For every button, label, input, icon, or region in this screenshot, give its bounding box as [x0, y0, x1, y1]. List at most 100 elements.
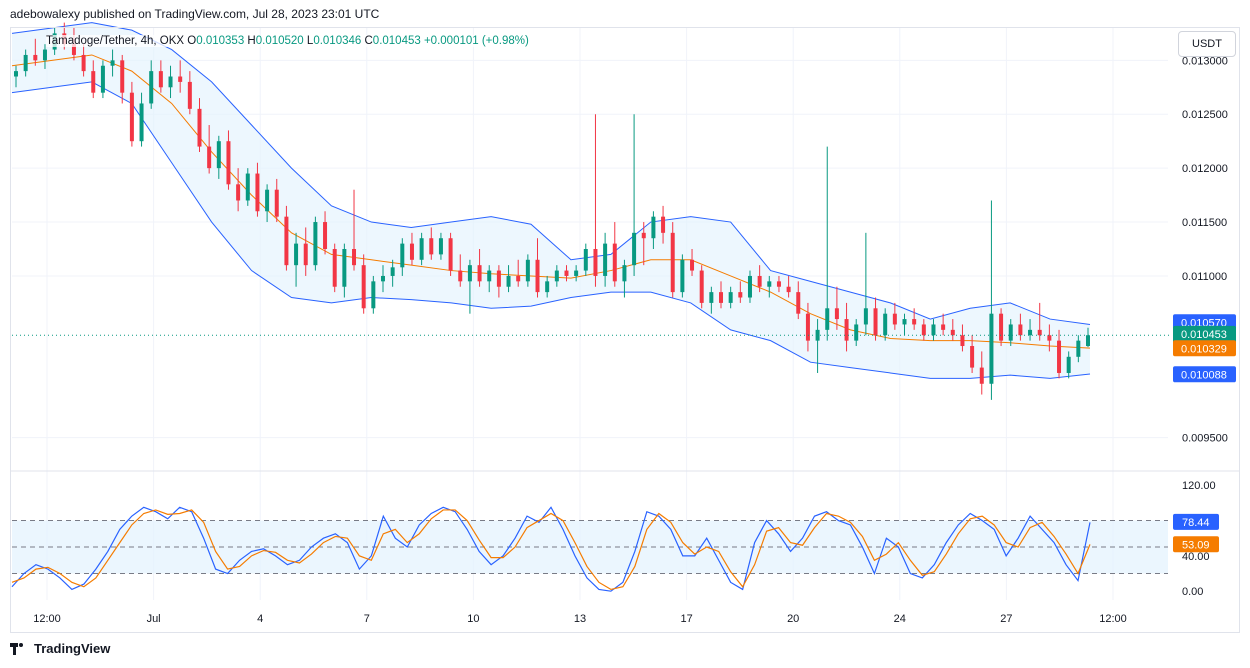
- candle[interactable]: [699, 265, 704, 309]
- candle[interactable]: [834, 286, 839, 330]
- candle[interactable]: [419, 232, 424, 266]
- candle[interactable]: [902, 313, 907, 336]
- candle[interactable]: [651, 211, 656, 249]
- candle[interactable]: [776, 275, 781, 293]
- stoch-axis[interactable]: 120.00 40.00 0.00 78.44 53.09: [1173, 480, 1219, 598]
- candle[interactable]: [622, 259, 627, 298]
- candle[interactable]: [226, 130, 231, 190]
- candle[interactable]: [747, 270, 752, 303]
- candle[interactable]: [535, 238, 540, 298]
- candle[interactable]: [158, 60, 163, 93]
- candle[interactable]: [970, 335, 975, 373]
- candle[interactable]: [284, 205, 289, 271]
- candle[interactable]: [554, 265, 559, 287]
- candle[interactable]: [603, 232, 608, 287]
- candle[interactable]: [216, 135, 221, 179]
- candle[interactable]: [110, 49, 115, 77]
- candle[interactable]: [197, 98, 202, 152]
- candle[interactable]: [303, 227, 308, 276]
- candle[interactable]: [390, 259, 395, 287]
- candle[interactable]: [960, 324, 965, 352]
- candle[interactable]: [854, 319, 859, 347]
- candle[interactable]: [1086, 327, 1090, 348]
- candle[interactable]: [100, 60, 105, 99]
- candle[interactable]: [892, 302, 897, 330]
- symbol-name[interactable]: Tamadoge/Tether, 4h, OKX: [46, 35, 185, 47]
- candle[interactable]: [1018, 313, 1023, 341]
- candle[interactable]: [361, 254, 366, 314]
- candle[interactable]: [709, 286, 714, 314]
- candle[interactable]: [139, 92, 144, 147]
- candle[interactable]: [168, 65, 173, 99]
- candle[interactable]: [989, 200, 994, 400]
- candle[interactable]: [149, 60, 154, 109]
- candle[interactable]: [680, 254, 685, 298]
- candle[interactable]: [245, 168, 250, 206]
- candle[interactable]: [1057, 329, 1062, 379]
- candle[interactable]: [429, 227, 434, 260]
- candle[interactable]: [81, 44, 86, 77]
- candle[interactable]: [313, 216, 318, 271]
- candle[interactable]: [757, 265, 762, 293]
- candle[interactable]: [873, 297, 878, 341]
- candle[interactable]: [352, 189, 357, 271]
- candle[interactable]: [950, 319, 955, 341]
- candle[interactable]: [661, 205, 666, 244]
- candle[interactable]: [921, 319, 926, 341]
- candle[interactable]: [236, 168, 241, 212]
- candle[interactable]: [545, 275, 550, 298]
- candle[interactable]: [323, 211, 328, 255]
- candle[interactable]: [844, 302, 849, 352]
- candle[interactable]: [371, 275, 376, 314]
- candle[interactable]: [207, 125, 212, 174]
- candle[interactable]: [728, 286, 733, 309]
- candle[interactable]: [129, 81, 134, 147]
- candle[interactable]: [274, 178, 279, 223]
- candle[interactable]: [332, 243, 337, 293]
- candle[interactable]: [525, 254, 530, 287]
- candle[interactable]: [448, 232, 453, 276]
- candle[interactable]: [409, 232, 414, 266]
- candle[interactable]: [719, 281, 724, 309]
- price-axis[interactable]: 0.013000 0.012500 0.012000 0.011500 0.011000…: [1182, 55, 1228, 444]
- candle[interactable]: [380, 265, 385, 293]
- footer-brand[interactable]: TradingView: [34, 641, 111, 656]
- candle[interactable]: [187, 71, 192, 115]
- candle[interactable]: [574, 265, 579, 282]
- candle[interactable]: [91, 60, 96, 99]
- candle[interactable]: [265, 184, 270, 223]
- candle[interactable]: [23, 49, 28, 77]
- candle[interactable]: [1037, 302, 1042, 341]
- candle[interactable]: [42, 44, 47, 69]
- candle[interactable]: [1066, 351, 1071, 379]
- candle[interactable]: [738, 281, 743, 303]
- candle[interactable]: [458, 254, 463, 287]
- candle[interactable]: [632, 114, 637, 276]
- candle[interactable]: [1047, 324, 1052, 352]
- candle[interactable]: [400, 238, 405, 276]
- candle[interactable]: [516, 259, 521, 287]
- candle[interactable]: [467, 259, 472, 314]
- currency-button[interactable]: USDT: [1178, 31, 1236, 57]
- candle[interactable]: [670, 222, 675, 298]
- candle[interactable]: [767, 275, 772, 298]
- time-axis[interactable]: 12:00 Jul 4 7 10 13 17 20 24 27 12:00: [33, 613, 1127, 625]
- candle[interactable]: [506, 265, 511, 293]
- candle[interactable]: [487, 265, 492, 293]
- candle[interactable]: [33, 38, 38, 66]
- candle[interactable]: [612, 222, 617, 287]
- candle[interactable]: [690, 249, 695, 276]
- candle[interactable]: [583, 243, 588, 276]
- candle[interactable]: [564, 265, 569, 282]
- candle[interactable]: [1076, 335, 1081, 363]
- candle[interactable]: [342, 243, 347, 298]
- candle[interactable]: [825, 146, 830, 341]
- candle[interactable]: [120, 54, 125, 104]
- candle[interactable]: [999, 308, 1004, 347]
- candle[interactable]: [641, 222, 646, 266]
- candle[interactable]: [796, 281, 801, 320]
- candle[interactable]: [1028, 319, 1033, 341]
- candle[interactable]: [931, 319, 936, 341]
- candle[interactable]: [294, 232, 299, 287]
